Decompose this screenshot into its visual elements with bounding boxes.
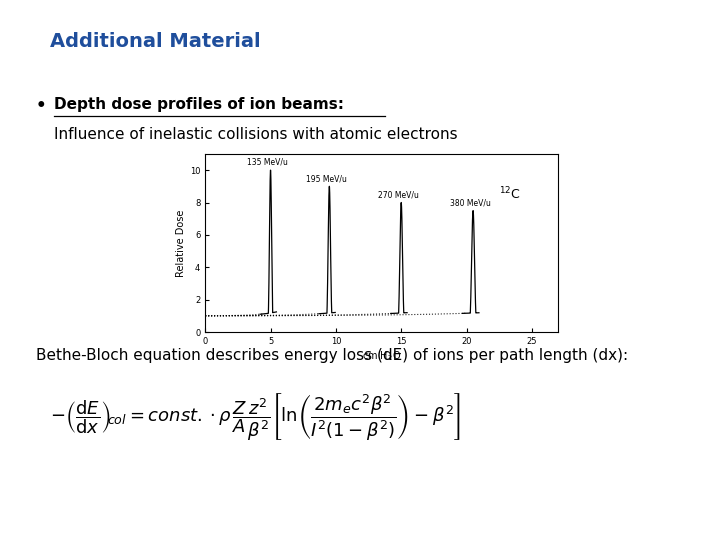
Text: •: • [36,97,47,115]
Text: Bethe-Bloch equation describes energy loss (dE) of ions per path length (dx):: Bethe-Bloch equation describes energy lo… [36,348,628,363]
X-axis label: cm H$_2$O: cm H$_2$O [362,349,401,362]
Text: Influence of inelastic collisions with atomic electrons: Influence of inelastic collisions with a… [54,127,458,142]
Text: 135 MeV/u: 135 MeV/u [248,158,288,167]
Text: 270 MeV/u: 270 MeV/u [378,190,419,199]
Text: Depth dose profiles of ion beams:: Depth dose profiles of ion beams: [54,97,344,112]
Y-axis label: Relative Dose: Relative Dose [176,210,186,276]
Text: 195 MeV/u: 195 MeV/u [306,174,347,183]
Text: 9/9/2020  |    Page 31: 9/9/2020 | Page 31 [9,518,105,528]
Text: 380 MeV/u: 380 MeV/u [450,198,491,207]
Text: Research Group Heavy Ion Therapy: Research Group Heavy Ion Therapy [302,518,462,528]
Text: $-\left(\dfrac{\mathrm{d}E}{\mathrm{d}x}\right)_{\!\!col}= const.\cdot \rho\,\df: $-\left(\dfrac{\mathrm{d}E}{\mathrm{d}x}… [50,392,462,442]
Text: Lucas Huber: Lucas Huber [112,518,168,528]
Text: $^{12}$C: $^{12}$C [499,186,521,202]
Text: dkfz.: dkfz. [667,516,702,530]
Text: Additional Material: Additional Material [50,32,261,51]
